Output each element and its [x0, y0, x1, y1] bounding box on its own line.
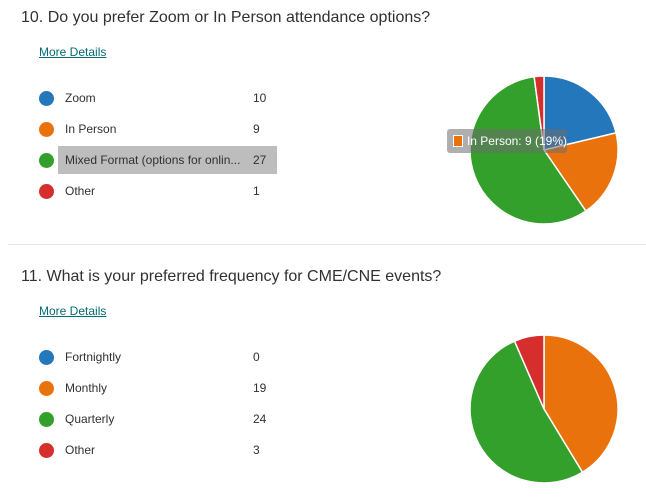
legend-count: 9: [253, 122, 260, 136]
pie-slice-monthly[interactable]: [543, 334, 619, 474]
question-title: 11. What is your preferred frequency for…: [21, 268, 442, 285]
legend-label: Zoom: [65, 91, 96, 105]
tooltip-swatch-icon: [453, 135, 463, 147]
question-title: 10. Do you prefer Zoom or In Person atte…: [21, 9, 431, 26]
more-details-link[interactable]: More Details: [39, 45, 107, 59]
chart-tooltip: In Person: 9 (19%): [447, 129, 567, 153]
legend-dot-icon: [39, 411, 54, 427]
legend-item-other[interactable]: Other 3: [32, 436, 277, 464]
legend-count: 10: [253, 91, 267, 105]
legend-label: Other: [65, 184, 96, 198]
tooltip-text: In Person: 9 (19%): [466, 134, 567, 148]
legend-dot-icon: [39, 380, 54, 396]
legend-dot-icon: [39, 90, 54, 106]
legend-count: 1: [253, 184, 260, 198]
section-divider: [8, 244, 646, 245]
pie-slice-other[interactable]: [513, 334, 545, 410]
legend-item-monthly[interactable]: Monthly 19: [32, 374, 277, 402]
legend-dot-icon: [39, 183, 54, 199]
legend-dot-icon: [39, 442, 54, 458]
legend-label: Fortnightly: [65, 350, 122, 364]
legend-count: 19: [253, 381, 267, 395]
legend-label: Monthly: [65, 381, 108, 395]
legend-label: Other: [65, 443, 96, 457]
legend-dot-icon: [39, 152, 54, 168]
legend-item-zoom[interactable]: Zoom 10: [32, 84, 277, 112]
legend-dot-icon: [39, 121, 54, 137]
legend-item-other[interactable]: Other 1: [32, 177, 277, 205]
legend-label: Quarterly: [65, 412, 115, 426]
legend-item-quarterly[interactable]: Quarterly 24: [32, 405, 277, 433]
legend-count: 0: [253, 350, 260, 364]
more-details-link[interactable]: More Details: [39, 304, 107, 318]
legend-label: In Person: [65, 122, 117, 136]
question-11: 11. What is your preferred frequency for…: [0, 258, 646, 500]
question-10: 10. Do you prefer Zoom or In Person atte…: [0, 0, 646, 245]
pie-chart[interactable]: [466, 331, 622, 487]
legend-count: 24: [253, 412, 267, 426]
legend-label: Mixed Format (options for onlin...: [65, 153, 241, 167]
legend-item-fortnightly[interactable]: Fortnightly 0: [32, 343, 277, 371]
legend-count: 3: [253, 443, 260, 457]
legend-item-mixed-format[interactable]: Mixed Format (options for onlin... 27: [32, 146, 277, 174]
legend-count: 27: [253, 153, 267, 167]
legend-dot-icon: [39, 349, 54, 365]
pie-slice-quarterly[interactable]: [469, 340, 584, 484]
legend-item-in-person[interactable]: In Person 9: [32, 115, 277, 143]
